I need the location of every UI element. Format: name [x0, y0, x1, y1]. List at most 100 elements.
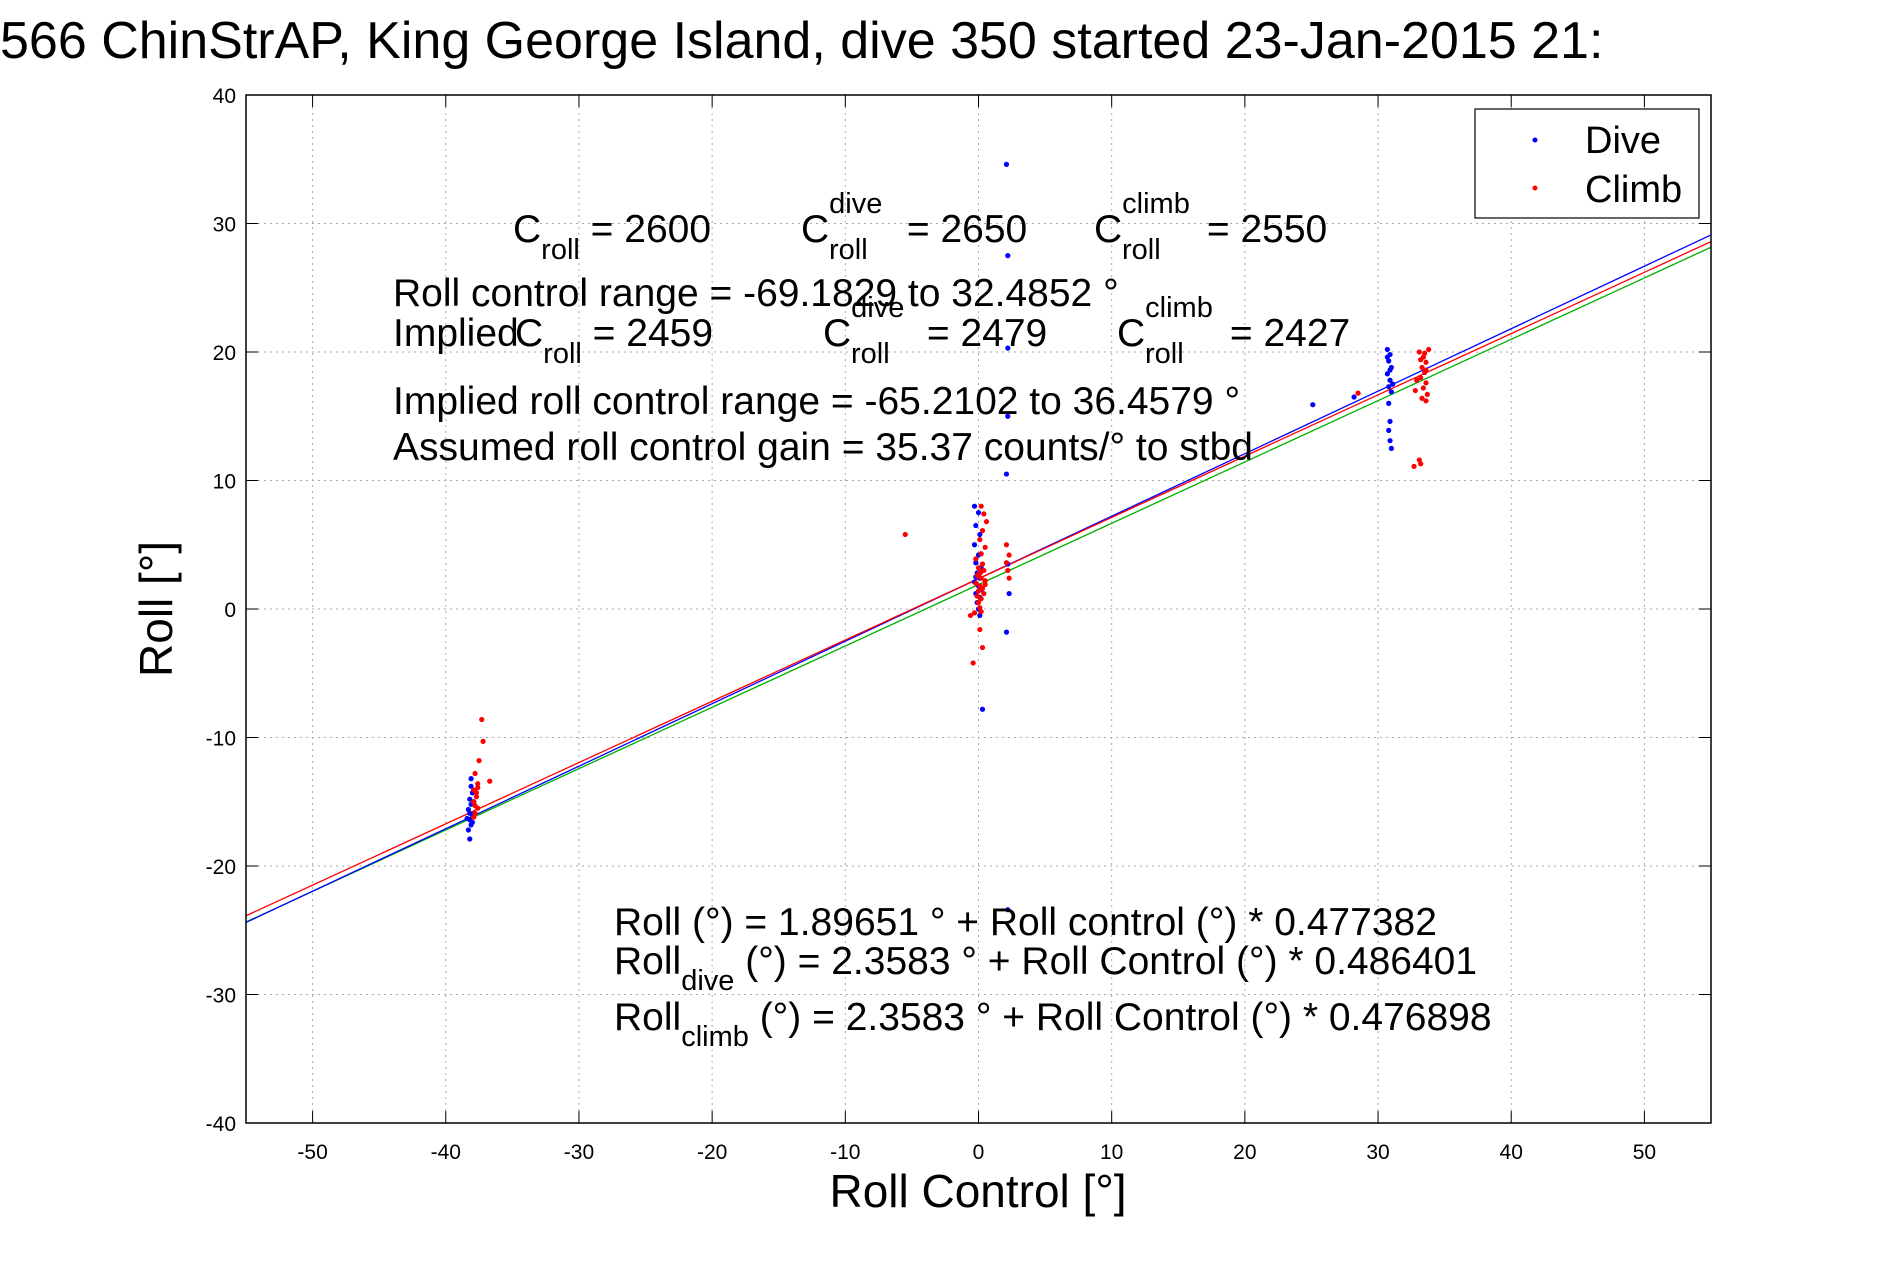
- x-tick-label: 0: [973, 1141, 985, 1164]
- data-point-dive: [467, 796, 473, 802]
- data-point-climb: [1005, 567, 1011, 574]
- data-point-dive: [1005, 345, 1011, 351]
- x-tick-label: -10: [830, 1141, 860, 1164]
- data-point-dive: [1003, 629, 1010, 635]
- data-point-dive: [469, 819, 476, 825]
- data-point-dive: [1386, 427, 1392, 433]
- annotation-c-roll: Croll = 2600: [513, 208, 711, 266]
- data-point-dive: [1003, 471, 1010, 477]
- y-tick-label: -20: [206, 856, 236, 879]
- data-point-dive: [465, 827, 472, 833]
- data-point-dive: [1384, 346, 1390, 353]
- x-tick-label: 40: [1500, 1141, 1523, 1164]
- data-point-climb: [1423, 367, 1429, 373]
- data-point-climb: [978, 596, 984, 602]
- data-point-climb: [979, 644, 986, 651]
- data-point-dive: [973, 522, 979, 529]
- data-point-dive: [1387, 377, 1393, 383]
- data-point-climb: [1423, 398, 1429, 404]
- data-point-climb: [1003, 542, 1010, 548]
- data-point-climb: [487, 778, 493, 784]
- annotation-c-roll-climb: Cclimb roll = 2550: [1094, 188, 1327, 266]
- data-point-dive: [467, 810, 473, 816]
- data-point-climb: [473, 790, 480, 796]
- data-point-dive: [464, 815, 470, 822]
- x-tick-label: -40: [431, 1141, 461, 1164]
- data-point-climb: [977, 537, 983, 543]
- data-point-climb: [970, 660, 976, 666]
- annotation-implied-range: Implied roll control range = -65.2102 to…: [393, 380, 1240, 423]
- data-point-climb: [1355, 390, 1361, 396]
- data-point-climb: [1006, 575, 1012, 581]
- data-point-climb: [978, 608, 984, 615]
- data-point-dive: [1005, 413, 1011, 419]
- annotation-equation-dive: Rolldive (°) = 2.3583 ° + Roll Control (…: [614, 940, 1477, 997]
- annotations: Croll = 2600 Cdive roll = 2650 Cclimb roll…: [393, 188, 1492, 1053]
- y-axis-label: Roll [°]: [130, 541, 182, 677]
- data-point-climb: [1426, 346, 1432, 353]
- data-point-climb: [983, 519, 990, 525]
- data-point-dive: [1310, 402, 1316, 408]
- data-point-climb: [978, 503, 984, 509]
- legend-label-dive: Dive: [1585, 120, 1661, 162]
- data-point-climb: [978, 551, 984, 557]
- data-point-dive: [1386, 384, 1392, 390]
- data-point-climb: [1424, 391, 1430, 398]
- y-tick-label: 30: [213, 214, 236, 237]
- y-tick-label: -30: [206, 985, 236, 1008]
- data-point-climb: [1418, 375, 1424, 381]
- data-point-climb: [973, 580, 979, 586]
- data-point-climb: [472, 770, 478, 777]
- data-point-dive: [975, 510, 982, 516]
- data-point-dive: [971, 542, 978, 548]
- data-point-climb: [476, 758, 482, 764]
- data-point-climb: [974, 593, 980, 599]
- legend: Dive Climb: [1474, 108, 1700, 219]
- data-point-dive: [1384, 354, 1390, 360]
- data-point-climb: [1419, 364, 1425, 371]
- x-axis-label: Roll Control [°]: [829, 1165, 1126, 1217]
- data-point-dive: [467, 836, 473, 842]
- data-point-climb: [982, 578, 988, 584]
- data-point-climb: [981, 590, 987, 597]
- data-point-climb: [971, 610, 978, 616]
- legend-box: [1474, 108, 1700, 219]
- data-point-dive: [1384, 371, 1390, 377]
- data-points: [464, 161, 1432, 913]
- x-tick-label: 50: [1633, 1141, 1656, 1164]
- data-point-dive: [979, 706, 986, 712]
- y-tick-label: 40: [213, 85, 236, 108]
- data-point-climb: [1003, 560, 1010, 566]
- x-tick-label: 10: [1100, 1141, 1123, 1164]
- data-point-climb: [975, 565, 982, 571]
- data-point-climb: [1414, 377, 1420, 383]
- data-point-climb: [473, 794, 480, 800]
- data-point-climb: [979, 528, 986, 534]
- legend-marker-dive: [1532, 137, 1538, 143]
- annotation-equation-roll: Roll (°) = 1.89651 ° + Roll control (°) …: [614, 901, 1437, 944]
- y-tick-label: 20: [213, 342, 236, 365]
- x-tick-label: -50: [297, 1141, 327, 1164]
- data-point-climb: [975, 588, 982, 594]
- data-point-climb: [479, 716, 485, 723]
- data-point-climb: [1418, 461, 1424, 467]
- data-point-climb: [977, 626, 983, 633]
- x-tick-label: 20: [1233, 1141, 1256, 1164]
- y-tick-label: -10: [206, 728, 236, 751]
- data-point-dive: [971, 503, 978, 509]
- data-point-dive: [468, 783, 474, 789]
- data-point-dive: [1390, 381, 1396, 387]
- data-point-climb: [967, 612, 974, 619]
- data-point-climb: [1423, 359, 1429, 365]
- data-point-dive: [1006, 590, 1012, 597]
- legend-marker-climb: [1532, 185, 1538, 191]
- data-point-dive: [1387, 367, 1393, 373]
- x-tick-label: -30: [564, 1141, 594, 1164]
- data-point-dive: [977, 531, 983, 538]
- data-point-climb: [475, 781, 481, 787]
- y-tick-label: -40: [206, 1113, 236, 1136]
- y-tick-label: 0: [224, 599, 236, 622]
- chart-title: 566 ChinStrAP, King George Island, dive …: [0, 12, 1603, 70]
- data-point-climb: [1423, 380, 1429, 386]
